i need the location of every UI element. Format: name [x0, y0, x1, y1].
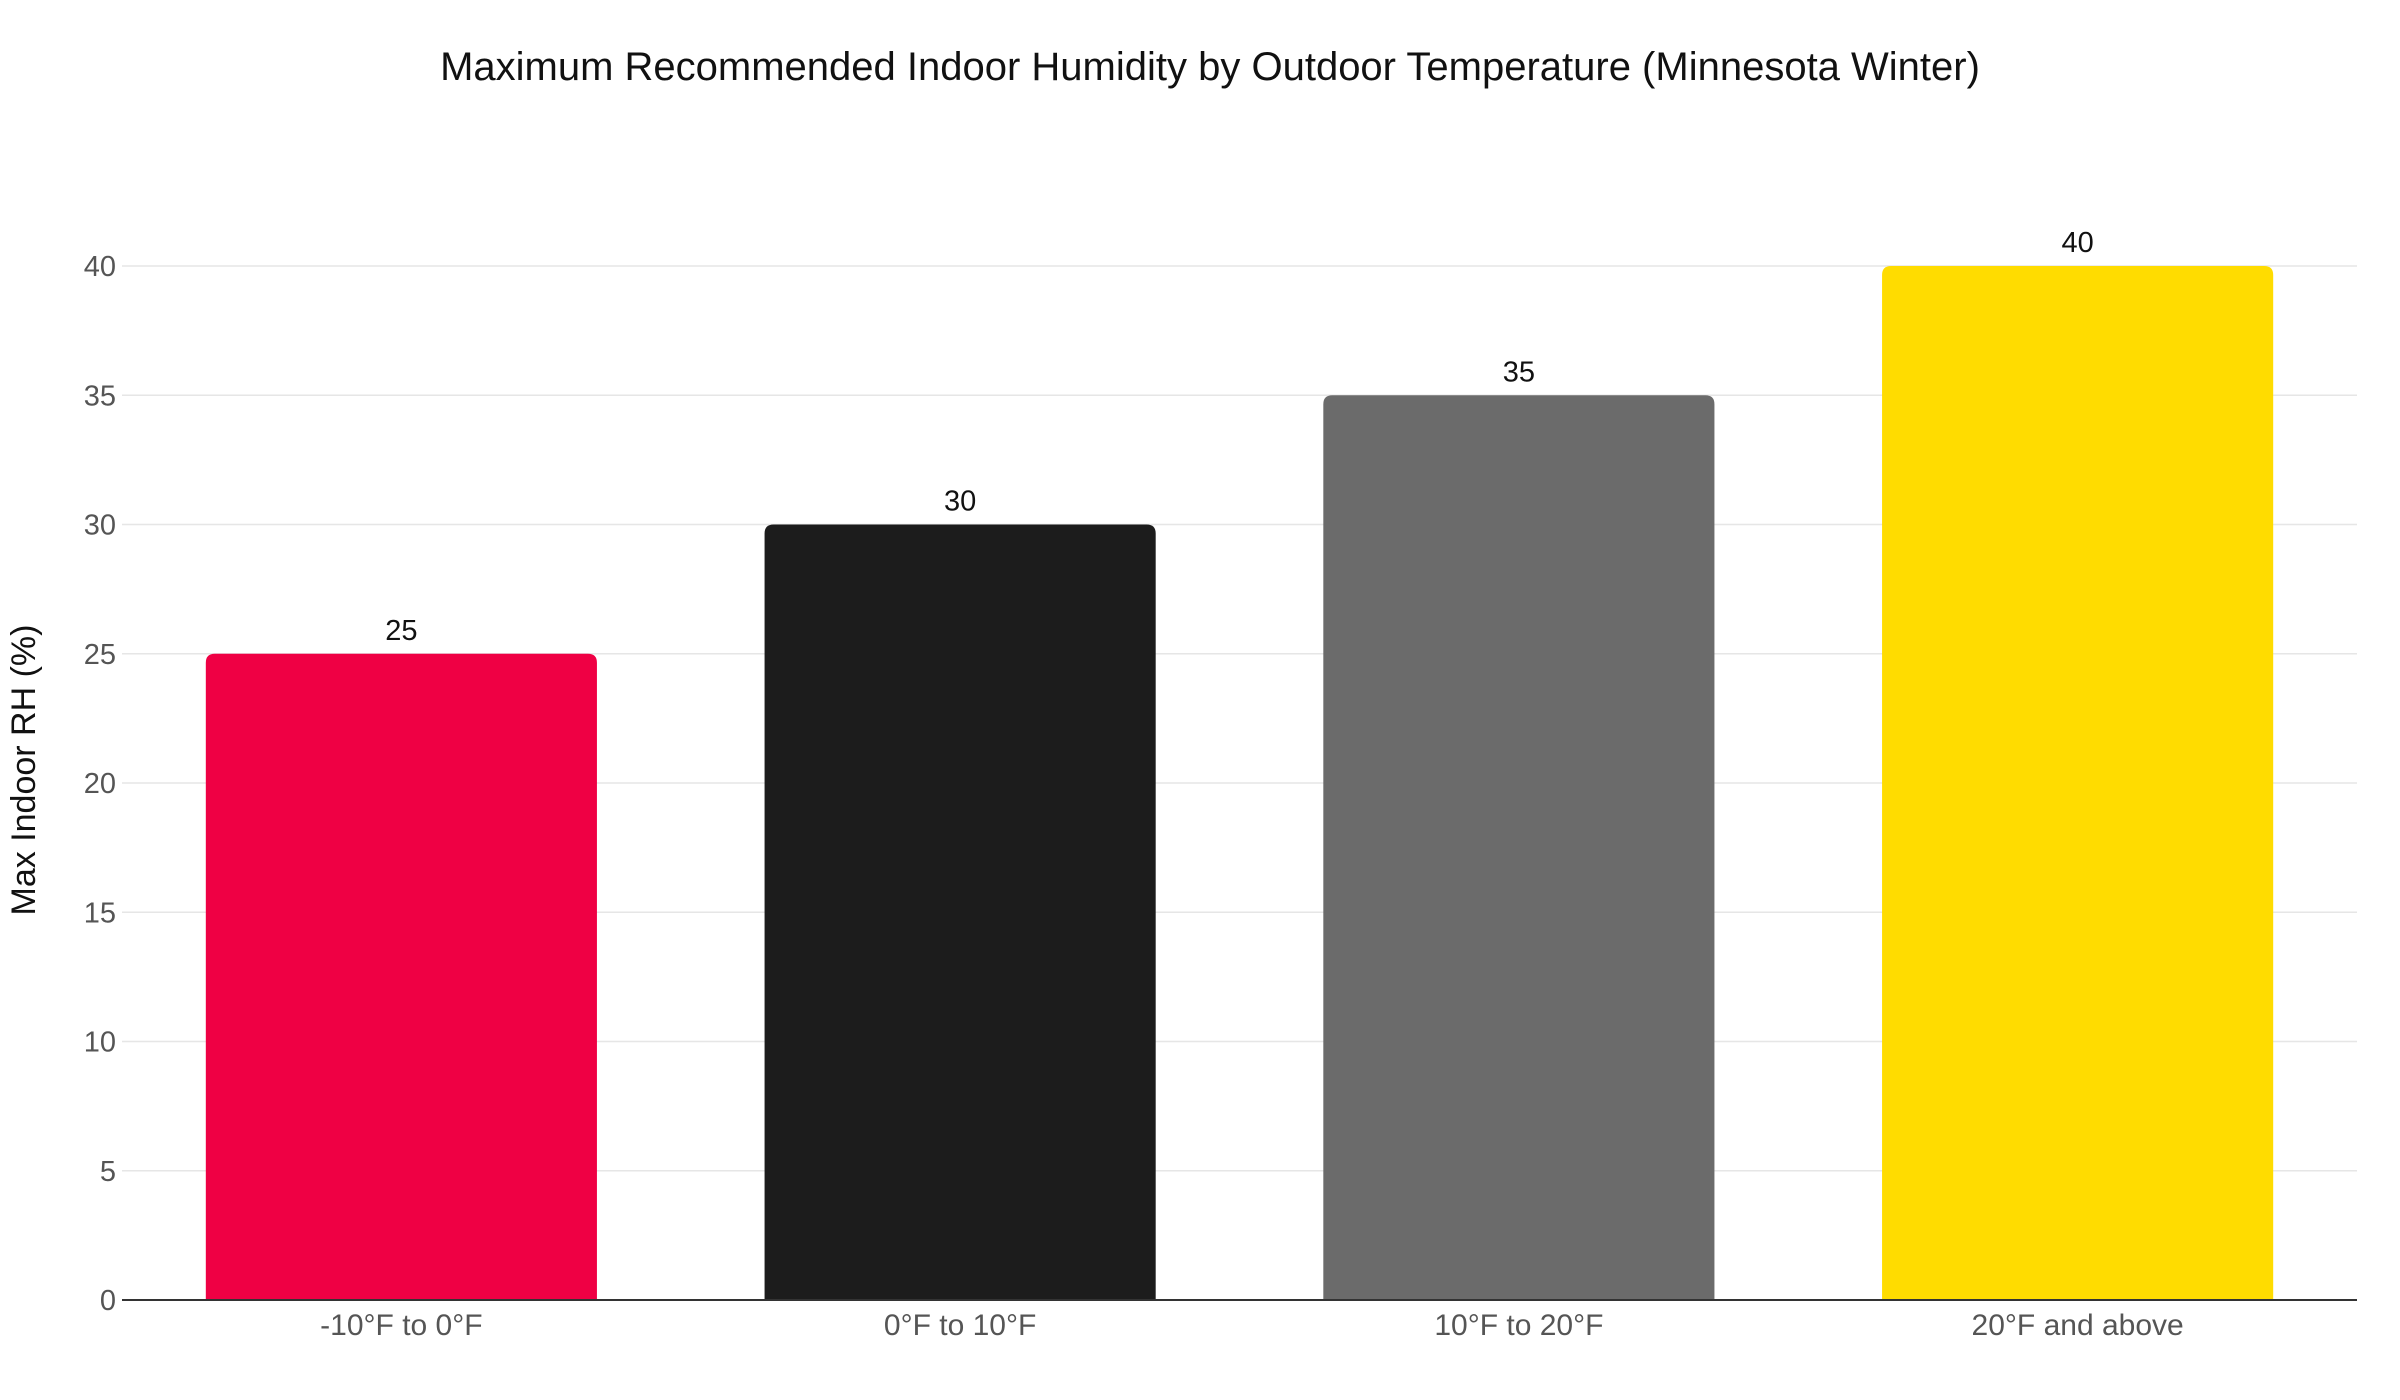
x-tick-label: 20°F and above: [1972, 1309, 2184, 1342]
y-tick-label: 25: [84, 639, 116, 671]
y-tick-label: 0: [100, 1285, 116, 1317]
y-tick-label: 5: [100, 1156, 116, 1188]
y-axis-label: Max Indoor RH (%): [5, 625, 43, 916]
bars: [205, 266, 2274, 1300]
x-tick-label: 10°F to 20°F: [1434, 1309, 1603, 1342]
data-label: 40: [2061, 227, 2093, 259]
bar-3: [1323, 395, 1715, 1300]
data-label: 35: [1503, 356, 1535, 388]
y-tick-label: 10: [84, 1027, 116, 1059]
bar-4: [1882, 266, 2274, 1300]
x-axis-ticks: -10°F to 0°F 0°F to 10°F 10°F to 20°F 20°F …: [320, 1309, 2184, 1342]
data-label: 30: [944, 486, 976, 518]
y-axis-ticks: 0 5 10 15 20 25 30 35 40: [84, 251, 116, 1317]
y-tick-label: 30: [84, 510, 116, 542]
x-tick-label: -10°F to 0°F: [320, 1309, 482, 1342]
x-tick-label: 0°F to 10°F: [884, 1309, 1036, 1342]
chart-title: Maximum Recommended Indoor Humidity by O…: [440, 45, 1980, 89]
data-labels: 25 30 35 40: [385, 227, 2094, 647]
data-label: 25: [385, 615, 417, 647]
bar-1: [205, 653, 597, 1300]
y-tick-label: 35: [84, 380, 116, 412]
y-tick-label: 15: [84, 897, 116, 929]
bar-2: [764, 524, 1156, 1300]
y-tick-label: 40: [84, 251, 116, 283]
y-tick-label: 20: [84, 768, 116, 800]
